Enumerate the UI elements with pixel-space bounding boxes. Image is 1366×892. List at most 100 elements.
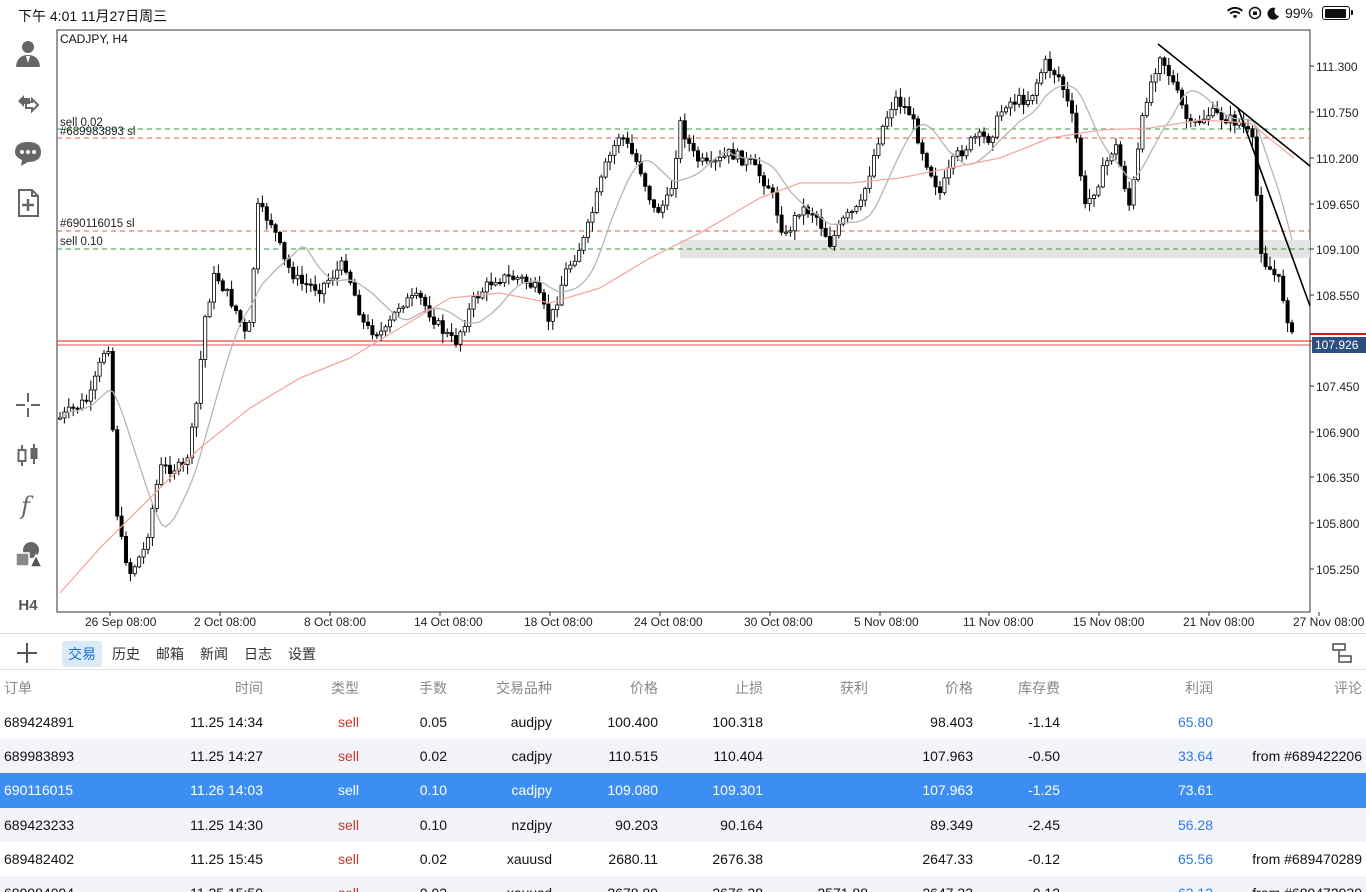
tab-3[interactable]: 新闻 (200, 646, 228, 662)
add-order-icon[interactable] (14, 640, 40, 666)
candle-body (229, 288, 234, 307)
tab-5[interactable]: 设置 (288, 646, 316, 662)
candle-body (594, 191, 599, 213)
header-comment[interactable]: 评论 (1334, 680, 1362, 696)
x-axis-tick-label: 18 Oct 08:00 (524, 615, 593, 629)
tab-1[interactable]: 历史 (112, 646, 140, 662)
price-chart[interactable]: CADJPY, H4 sell 0.02 #689983893 sl #6901… (0, 28, 1366, 632)
candle-body (1052, 70, 1057, 76)
table-row[interactable]: 689983893 11.25 14:27 sell 0.02 cadjpy 110.51… (0, 739, 1366, 774)
slow-moving-average (59, 119, 1295, 594)
candle-body (753, 159, 758, 166)
table-row[interactable]: 689482402 11.25 15:45 sell 0.02 xauusd 2680.1… (0, 842, 1366, 876)
cell-sl: 2676.38 (712, 850, 763, 867)
cell-profit: 73.61 (1177, 782, 1213, 799)
cell-sl: 109.301 (712, 782, 763, 799)
candle-body (559, 284, 564, 306)
y-axis-tick-label: 107.450 (1316, 380, 1360, 394)
candles-icon[interactable] (8, 435, 48, 475)
header-lots[interactable]: 手数 (419, 680, 447, 696)
trade-icon[interactable] (8, 83, 48, 123)
table-row[interactable]: 690116015 11.26 14:03 sell 0.10 cadjpy 109.08… (0, 773, 1366, 808)
table-row[interactable]: 689424891 11.25 14:34 sell 0.05 audjpy 100.40… (0, 705, 1366, 739)
header-type[interactable]: 类型 (331, 680, 359, 696)
cell-lots: 0.10 (419, 816, 447, 833)
candle-body (141, 548, 146, 558)
candle-body (850, 211, 855, 214)
candle-body (612, 145, 617, 156)
candle-body (1197, 120, 1202, 124)
candle-body (687, 138, 692, 144)
cell-current: 2647.33 (922, 885, 973, 892)
candle-body (788, 230, 793, 233)
candle-body (665, 194, 670, 206)
candle-body (555, 304, 560, 311)
header-profit[interactable]: 利润 (1185, 680, 1213, 696)
timeframe-button[interactable]: H4 (18, 596, 38, 614)
cell-time: 11.26 14:03 (190, 782, 263, 799)
cell-symbol: cadjpy (511, 748, 552, 765)
candle-body (564, 268, 569, 286)
tab-2[interactable]: 邮箱 (156, 646, 184, 662)
candle-body (872, 155, 877, 177)
y-axis-tick-label: 105.800 (1316, 517, 1360, 531)
cell-lots: 0.02 (420, 885, 447, 892)
candle-body (401, 306, 406, 309)
new-document-icon[interactable] (8, 183, 48, 223)
candle-body (542, 292, 547, 305)
left-toolbar: f H4 (0, 28, 56, 632)
header-swap[interactable]: 库存费 (1018, 680, 1060, 696)
candle-body (1268, 266, 1273, 270)
candle-body (898, 96, 903, 107)
tab-4[interactable]: 日志 (244, 646, 272, 662)
candle-body (453, 335, 458, 345)
candle-body (247, 322, 252, 332)
header-order[interactable]: 订单 (4, 680, 32, 696)
candle-body (933, 175, 938, 188)
cell-swap: -0.12 (1028, 885, 1060, 892)
candle-body (1087, 198, 1092, 205)
line-label-sl-689983893: #689983893 sl (60, 126, 136, 138)
candle-body (1290, 322, 1295, 333)
header-price[interactable]: 价格 (630, 680, 658, 696)
header-time[interactable]: 时间 (235, 680, 263, 696)
candle-body (1175, 81, 1180, 91)
candle-body (977, 131, 982, 138)
table-row[interactable]: 689423233 11.25 14:30 sell 0.10 nzdjpy 90.203… (0, 807, 1366, 842)
candle-body (586, 221, 591, 238)
cell-swap: -2.45 (1028, 816, 1060, 833)
cell-profit: 56.28 (1177, 816, 1213, 833)
tab-0[interactable]: 交易 (62, 641, 102, 667)
account-icon[interactable] (8, 33, 48, 73)
indicator-icon[interactable]: f (8, 485, 48, 525)
header-current-price[interactable]: 价格 (945, 680, 973, 696)
candle-body (295, 274, 300, 280)
table-row[interactable]: 689984094 11.25 15:50 sell 0.02 xauusd 2678.8… (0, 875, 1366, 892)
candle-body (1232, 114, 1237, 126)
candle-body (1078, 137, 1083, 177)
candle-body (577, 249, 582, 262)
candle-body (1246, 126, 1251, 130)
chart-canvas[interactable] (0, 28, 1366, 632)
objects-icon[interactable] (8, 535, 48, 575)
candle-body (299, 274, 304, 284)
candle-body (1048, 58, 1053, 71)
line-label-sell-010: sell 0.10 (60, 236, 103, 248)
header-symbol[interactable]: 交易品种 (496, 680, 552, 696)
cell-current: 107.963 (922, 748, 973, 765)
candle-body (704, 157, 709, 162)
candle-body (581, 236, 586, 251)
candle-body (471, 296, 476, 310)
header-tp[interactable]: 获利 (840, 680, 868, 696)
candle-body (656, 207, 661, 213)
candle-body (1017, 94, 1022, 105)
candle-body (489, 281, 494, 286)
header-sl[interactable]: 止损 (735, 680, 763, 696)
candle-body (1065, 89, 1070, 102)
x-axis-tick-label: 5 Nov 08:00 (854, 615, 919, 629)
candle-body (942, 177, 947, 194)
candle-body (75, 407, 80, 410)
chat-icon[interactable] (8, 133, 48, 173)
crosshair-icon[interactable] (8, 385, 48, 425)
layout-icon[interactable] (1330, 641, 1354, 665)
